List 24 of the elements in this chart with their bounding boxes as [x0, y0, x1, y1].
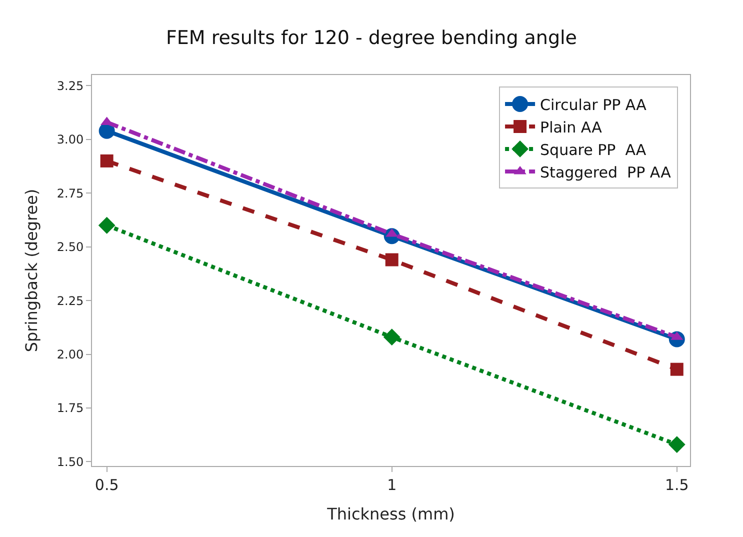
legend-label: Square PP AA [540, 140, 647, 159]
point [670, 362, 684, 376]
y-tick-label: 2.25 [56, 294, 84, 308]
legend-label: Circular PP AA [540, 96, 648, 114]
y-tick-label: 2.75 [56, 186, 84, 200]
x-tick-label: 0.5 [94, 476, 119, 494]
y-tick-label: 3.25 [56, 78, 84, 93]
legend-label: Plain AA [540, 118, 603, 136]
point [100, 154, 114, 168]
x-tick-label: 1 [387, 476, 397, 494]
y-tick-label: 1.50 [56, 454, 84, 469]
y-tick-label: 3.00 [56, 132, 84, 147]
y-tick-label: 1.75 [56, 401, 84, 416]
y-axis-title: Springback (degree) [22, 188, 41, 352]
y-tick-label: 2.00 [56, 347, 84, 362]
point [383, 328, 400, 346]
chart-title: FEM results for 120 - degree bending angle [166, 27, 578, 50]
x-axis-title: Thickness (mm) [326, 504, 455, 524]
point [668, 436, 686, 453]
y-tick-label: 2.50 [56, 240, 84, 254]
legend-label: Staggered PP AA [540, 163, 672, 182]
x-tick-label: 1.5 [664, 476, 689, 494]
point [98, 216, 116, 234]
point [385, 253, 398, 266]
